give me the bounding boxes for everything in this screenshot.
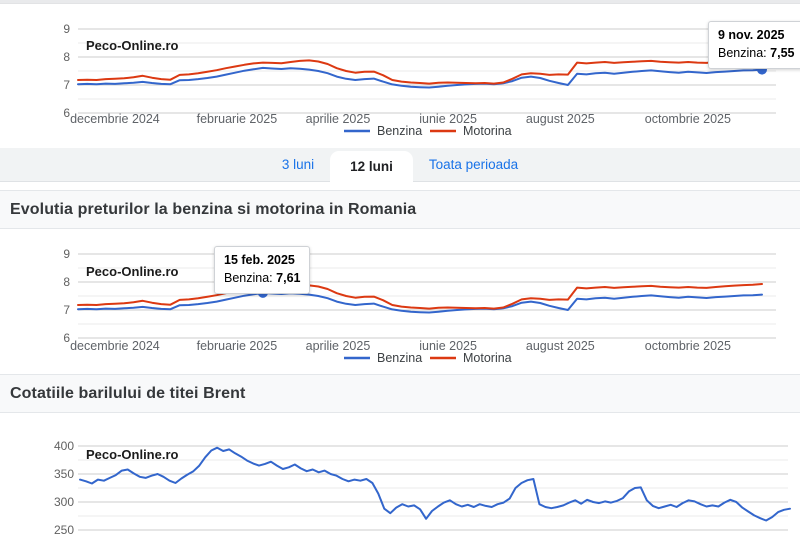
svg-text:februarie 2025: februarie 2025 [197,112,278,126]
svg-text:iunie 2025: iunie 2025 [419,112,477,126]
svg-text:8: 8 [63,50,70,64]
tab-12-luni[interactable]: 12 luni [330,151,413,190]
tooltip-value-row: Benzina: 7,61 [224,270,300,288]
fuel-prices-heading: Evolutia preturilor la benzina si motori… [0,190,800,229]
svg-text:400: 400 [54,439,74,453]
fuel-price-chart-preview[interactable]: 9 8 7 6 decembrie 2024 februarie 2025 aprilie … [0,229,800,374]
svg-text:6: 6 [63,331,70,345]
svg-text:iunie 2025: iunie 2025 [419,339,477,353]
svg-text:Motorina: Motorina [463,351,512,365]
tooltip-value: 7,55 [770,45,795,60]
tooltip-series-label: Benzina: [718,45,767,60]
svg-text:octombrie 2025: octombrie 2025 [645,112,731,126]
svg-text:250: 250 [54,523,74,535]
chart-tooltip: 15 feb. 2025 Benzina: 7,61 [214,246,311,294]
svg-text:350: 350 [54,467,74,481]
svg-text:300: 300 [54,495,74,509]
svg-text:Peco-Online.ro: Peco-Online.ro [86,447,179,462]
brent-chart-svg[interactable]: 400 350 300 250 Peco-Online.ro [0,413,800,535]
fuel-price-chart-svg[interactable]: 9 8 7 6 decembrie 2024 februarie 2025 aprilie … [0,4,800,148]
svg-text:Peco-Online.ro: Peco-Online.ro [86,264,179,279]
svg-text:7: 7 [63,78,70,92]
top-strip [0,0,800,4]
svg-text:aprilie 2025: aprilie 2025 [306,339,371,353]
svg-text:august 2025: august 2025 [526,339,595,353]
brent-chart[interactable]: 400 350 300 250 Peco-Online.ro [0,413,800,535]
tooltip-series-label: Benzina: [224,270,273,285]
svg-text:6: 6 [63,106,70,120]
svg-text:februarie 2025: februarie 2025 [197,339,278,353]
brent-heading: Cotatiile barilului de titei Brent [0,374,800,413]
period-tabbar: 3 luni 12 luni Toata perioada [0,148,800,190]
tab-3-luni[interactable]: 3 luni [281,157,315,172]
svg-text:octombrie 2025: octombrie 2025 [645,339,731,353]
fuel-price-chart-main[interactable]: 9 8 7 6 decembrie 2024 februarie 2025 aprilie … [0,4,800,148]
svg-text:9: 9 [63,247,70,261]
svg-text:Benzina: Benzina [377,124,422,138]
tooltip-value: 7,61 [276,270,301,285]
svg-text:Motorina: Motorina [463,124,512,138]
tooltip-date: 9 nov. 2025 [718,28,785,42]
svg-text:decembrie 2024: decembrie 2024 [70,112,160,126]
svg-text:Peco-Online.ro: Peco-Online.ro [86,38,179,53]
chart-tooltip: 9 nov. 2025 Benzina: 7,55 [708,21,800,69]
svg-text:8: 8 [63,275,70,289]
svg-text:august 2025: august 2025 [526,112,595,126]
svg-text:Benzina: Benzina [377,351,422,365]
tab-toata-perioada[interactable]: Toata perioada [428,157,519,172]
svg-text:7: 7 [63,303,70,317]
tooltip-date: 15 feb. 2025 [224,253,295,267]
svg-text:decembrie 2024: decembrie 2024 [70,339,160,353]
tooltip-value-row: Benzina: 7,55 [718,45,794,63]
svg-text:aprilie 2025: aprilie 2025 [306,112,371,126]
svg-text:9: 9 [63,22,70,36]
